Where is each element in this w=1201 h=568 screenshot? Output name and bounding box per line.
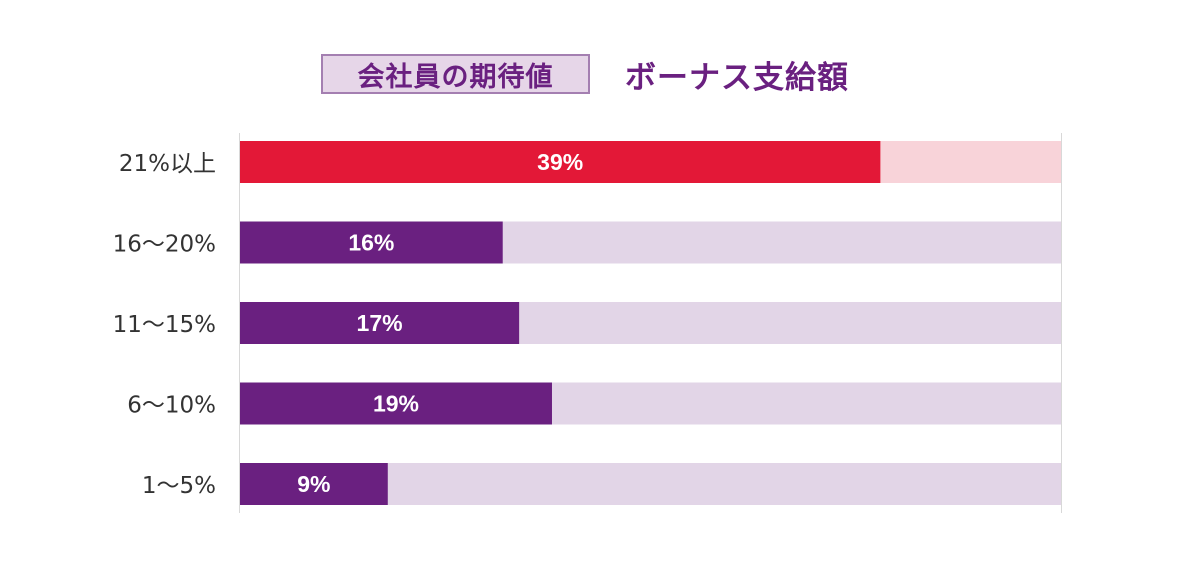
bar [240, 221, 503, 264]
category-label: 6〜10% [127, 393, 216, 419]
chart-title: ボーナス支給額 [625, 59, 849, 96]
bar-value-label: 17% [357, 310, 403, 336]
category-label: 21%以上 [119, 151, 216, 177]
bar [240, 382, 552, 425]
bar [240, 141, 881, 183]
category-label: 16〜20% [113, 232, 216, 258]
bar [240, 302, 520, 344]
category-label: 11〜15% [113, 312, 216, 338]
bar-value-label: 9% [297, 471, 330, 497]
subtitle-badge: 会社員の期待値 [321, 54, 590, 94]
subtitle-text: 会社員の期待値 [357, 61, 554, 93]
bar [240, 463, 388, 505]
bar-value-label: 16% [348, 230, 394, 256]
category-label: 1〜5% [142, 473, 216, 499]
bar-value-label: 19% [373, 391, 419, 417]
bar-value-label: 39% [537, 149, 583, 175]
